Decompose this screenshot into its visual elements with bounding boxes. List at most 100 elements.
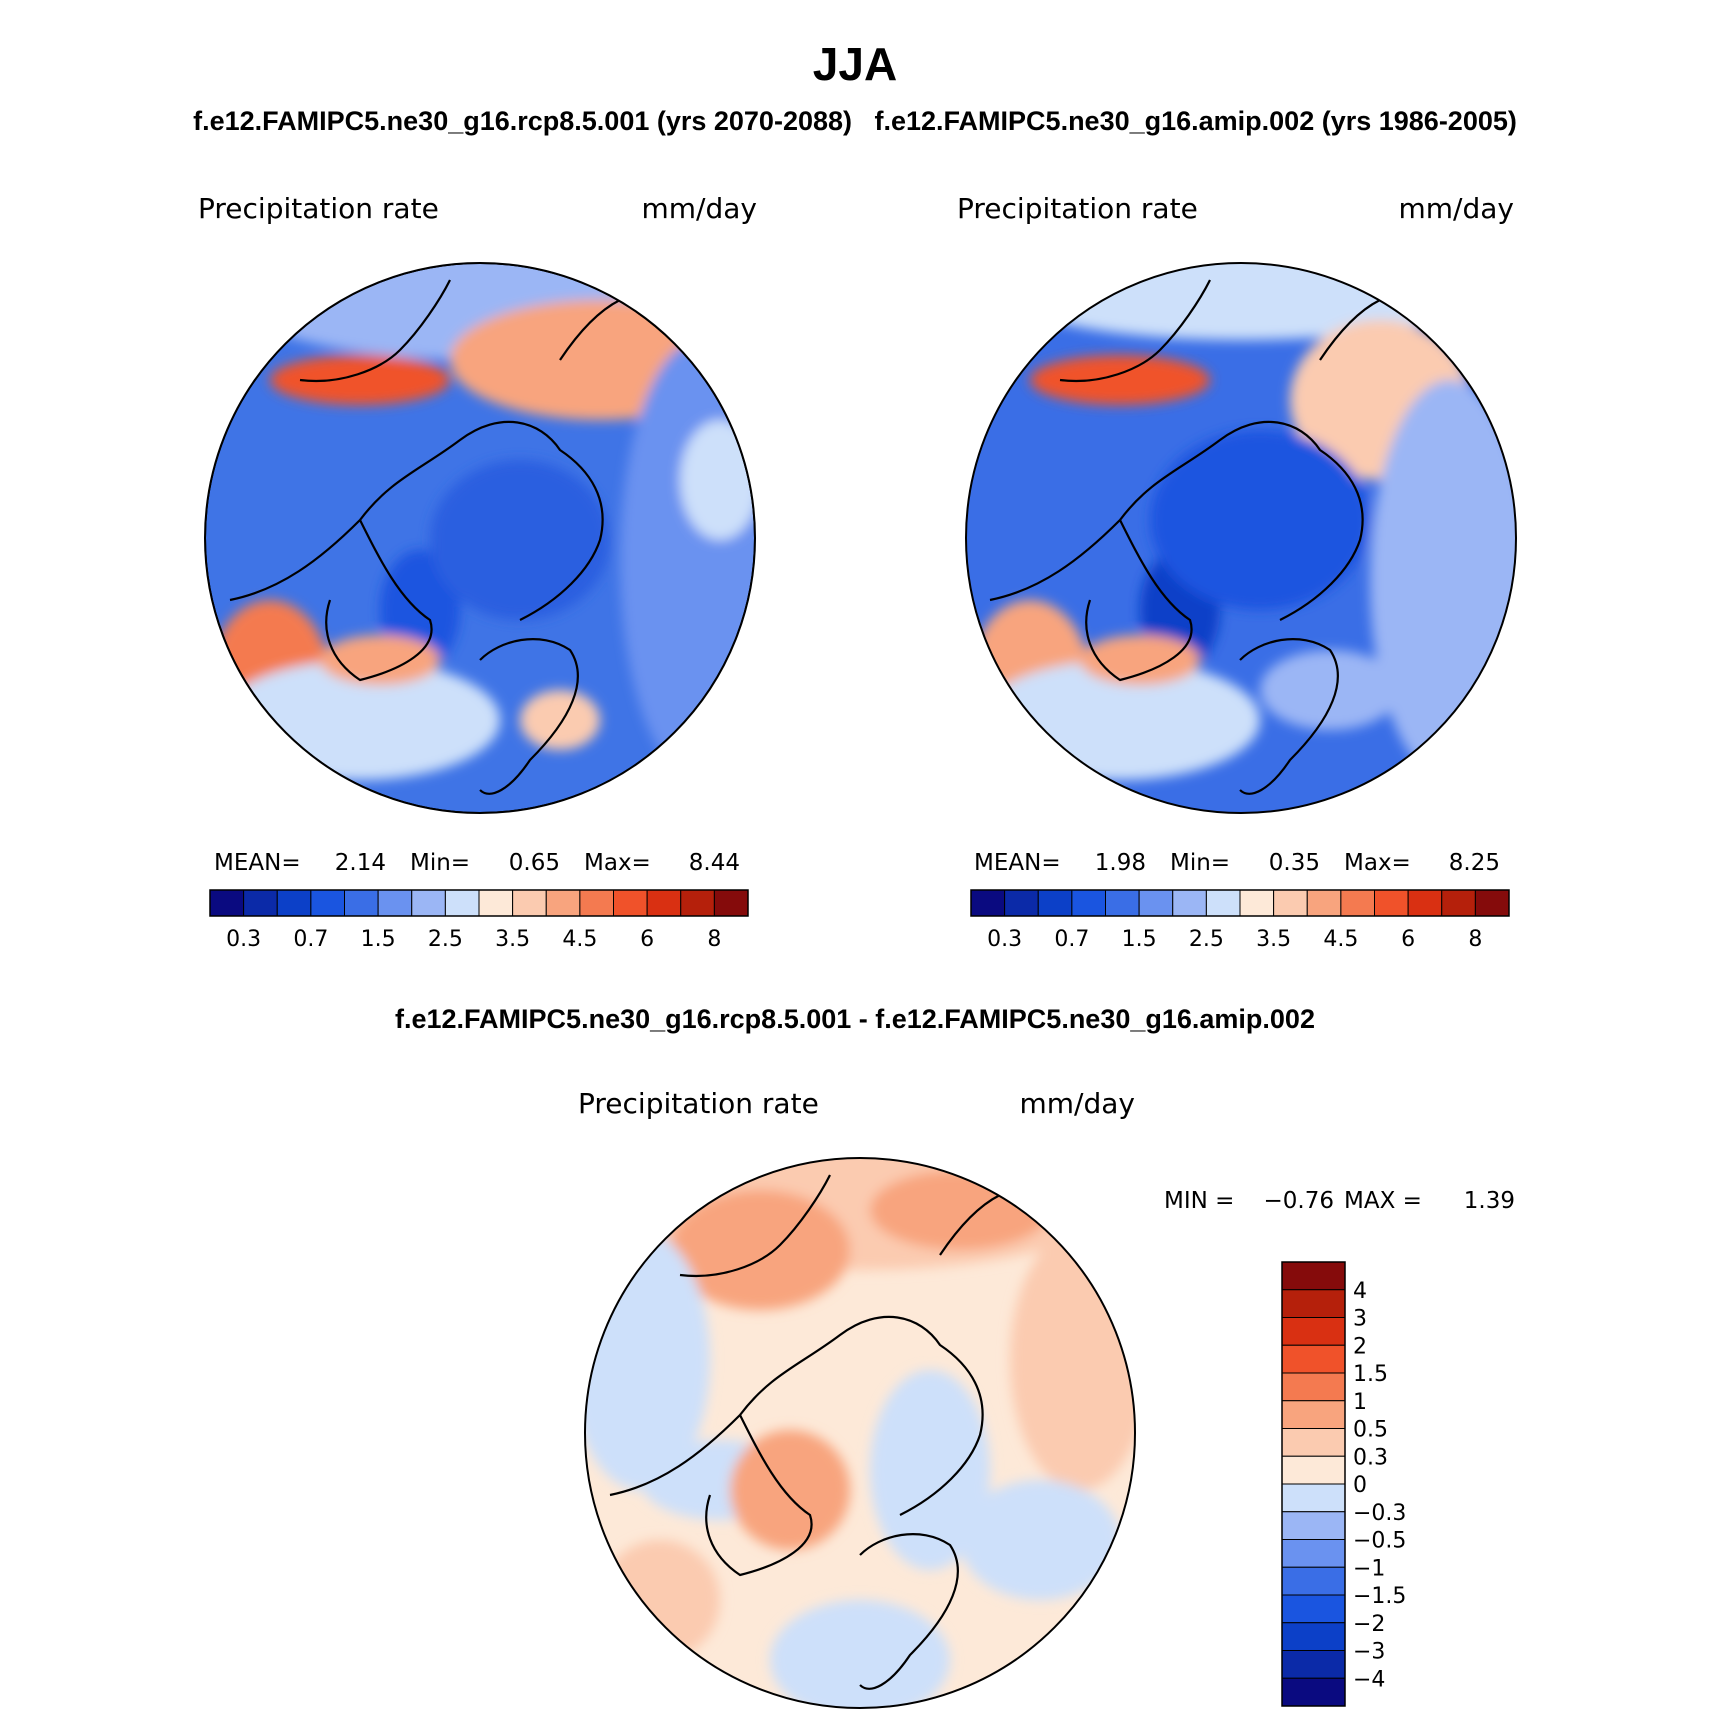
diff-colorbar-tick-label: 4 [1353, 1279, 1367, 1304]
diff-colorbar-tick-label: 1.5 [1353, 1362, 1388, 1387]
panel1-colorbar-box [310, 889, 345, 917]
diff-panel-title: f.e12.FAMIPC5.ne30_g16.rcp8.5.001 - f.e1… [395, 1004, 1315, 1034]
panel2-colorbar-box [970, 889, 1006, 917]
panel1-colorbar-tick-label: 4.5 [562, 927, 597, 952]
panel1-colorbar-box [646, 889, 682, 917]
panel2-colorbar-box [1340, 889, 1375, 917]
diff-colorbar-tick-label: 2 [1353, 1334, 1367, 1359]
panel2-colorbar-box [1273, 889, 1308, 917]
figure-subtitle: f.e12.FAMIPC5.ne30_g16.rcp8.5.001 (yrs 2… [193, 106, 1517, 136]
panel2-colorbar-tick-label: 4.5 [1323, 927, 1358, 952]
panel2-colorbar-box [1105, 889, 1140, 917]
panel1-colorbar-tick-label: 2.5 [428, 927, 463, 952]
diff-colorbar-tick-label: −2 [1353, 1612, 1385, 1637]
diff-colorbar-box [1281, 1317, 1346, 1346]
panel2-colorbar-box [1205, 889, 1241, 917]
diff-colorbar-box [1281, 1650, 1346, 1679]
panel2-colorbar-tick-label: 0.7 [1054, 927, 1089, 952]
diff-variable-label: Precipitation rate [578, 1087, 819, 1120]
diff-min-label: MIN = [1164, 1188, 1234, 1214]
panel2-colorbar-tick-label: 6 [1401, 927, 1415, 952]
diff-colorbar-tick-label: −4 [1353, 1667, 1385, 1692]
panel1-colorbar-box [444, 889, 480, 917]
diff-map-border [584, 1157, 1136, 1709]
panel2-colorbar-tick-label: 1.5 [1122, 927, 1157, 952]
panel1-polar-map [205, 263, 755, 813]
diff-colorbar: 4 32 1.5 1 0.50.3 0 −0.3 −0.5−1 −1.5 −2 −3−4 [1281, 1261, 1406, 1707]
panel1-min-value: 0.65 [509, 850, 560, 876]
panel2-map-border [965, 262, 1517, 814]
diff-colorbar-box [1281, 1400, 1346, 1429]
diff-colorbar-box [1281, 1372, 1346, 1402]
panel1-colorbar-tick-label: 8 [707, 927, 721, 952]
diff-colorbar-tick-label: 0.5 [1353, 1418, 1388, 1443]
panel2-colorbar-frame [970, 889, 1510, 917]
panel1-colorbar-tick-label: 0.3 [226, 927, 261, 952]
panel1-mean-value: 2.14 [335, 850, 386, 876]
panel1-variable-label: Precipitation rate [198, 192, 439, 225]
panel2-mean-value: 1.98 [1095, 850, 1146, 876]
diff-colorbar-box [1281, 1622, 1346, 1651]
panel1-colorbar-tick-label: 0.7 [293, 927, 328, 952]
diff-colorbar-box [1281, 1289, 1346, 1318]
panel2-units-label: mm/day [1399, 192, 1515, 225]
panel1-map-border [204, 262, 756, 814]
panel2-colorbar-box [1239, 889, 1275, 917]
panel2-min-label: Min= [1170, 850, 1230, 876]
diff-colorbar-tick-label: −0.5 [1353, 1529, 1406, 1554]
panel2-colorbar-box [1004, 889, 1039, 917]
diff-colorbar-tick-label: 0.3 [1353, 1445, 1388, 1470]
panel1-colorbar-tick-label: 3.5 [495, 927, 530, 952]
panel1-colorbar-box [377, 889, 413, 917]
panel2-colorbar-box [1138, 889, 1174, 917]
panel1-colorbar-frame [209, 889, 749, 917]
diff-colorbar-box [1281, 1539, 1346, 1568]
panel2-colorbar-box [1172, 889, 1207, 917]
panel2-colorbar-box [1441, 889, 1476, 917]
panel1-units-label: mm/day [642, 192, 758, 225]
diff-colorbar-box [1281, 1594, 1346, 1624]
diff-colorbar-box [1281, 1261, 1346, 1291]
panel2-colorbar-box [1071, 889, 1106, 917]
figure-title: JJA [813, 38, 897, 90]
panel2-max-value: 8.25 [1449, 850, 1500, 876]
panel1-colorbar: 0.3 0.7 1.5 2.5 3.5 4.5 6 8 [209, 889, 749, 952]
diff-colorbar-tick-label: 1 [1353, 1390, 1367, 1415]
panel1-colorbar-box [713, 889, 749, 917]
diff-colorbar-box [1281, 1511, 1346, 1540]
panel2-colorbar-tick-label: 2.5 [1189, 927, 1224, 952]
panel1-colorbar-box [411, 889, 446, 917]
diff-stats: MIN = −0.76 MAX = 1.39 [1164, 1188, 1515, 1214]
panel1-stats: MEAN= 2.14 Min= 0.65 Max= 8.44 [214, 850, 740, 876]
diff-max-value: 1.39 [1464, 1188, 1515, 1214]
panel2-colorbar-tick-label: 3.5 [1256, 927, 1291, 952]
panel2-mean-label: MEAN= [974, 850, 1061, 876]
panel1-colorbar-box [680, 889, 715, 917]
panel1-colorbar-tick-label: 1.5 [361, 927, 396, 952]
panel2-colorbar-box [1374, 889, 1409, 917]
panel1-colorbar-box [545, 889, 581, 917]
panel1-colorbar-box [613, 889, 648, 917]
diff-colorbar-box [1281, 1428, 1346, 1457]
panel1-max-value: 8.44 [689, 850, 740, 876]
diff-colorbar-box [1281, 1344, 1346, 1374]
diff-coastlines [609, 1174, 1001, 1690]
panel2-colorbar-tick-label: 8 [1468, 927, 1482, 952]
panel1-max-label: Max= [584, 850, 651, 876]
diff-colorbar-tick-label: 3 [1353, 1307, 1367, 1332]
diff-colorbar-box [1281, 1483, 1346, 1513]
panel2-min-value: 0.35 [1269, 850, 1320, 876]
panel1-colorbar-box [209, 889, 245, 917]
diff-max-label: MAX = [1344, 1188, 1422, 1214]
panel1-colorbar-box [276, 889, 312, 917]
diff-colorbar-box [1281, 1455, 1346, 1485]
diff-min-value: −0.76 [1264, 1188, 1334, 1214]
diff-colorbar-box [1281, 1566, 1346, 1596]
panel1-colorbar-box [579, 889, 614, 917]
diff-polar-map [585, 1158, 1135, 1708]
panel1-coastlines [229, 279, 621, 795]
panel1-colorbar-box [478, 889, 514, 917]
panel2-variable-label: Precipitation rate [957, 192, 1198, 225]
panel1-min-label: Min= [410, 850, 470, 876]
